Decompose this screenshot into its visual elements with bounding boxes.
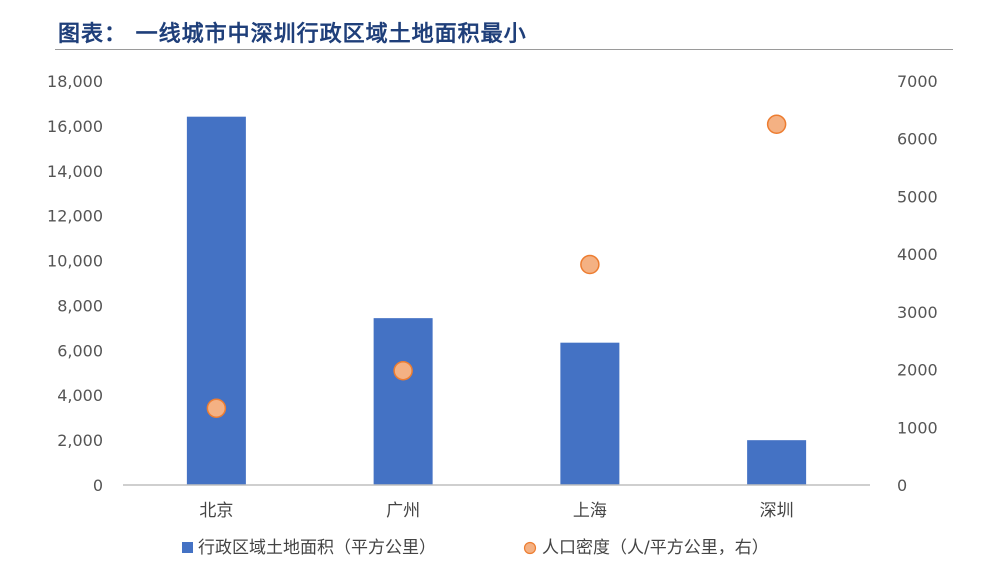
right-y-axis: 0 1000 2000 3000 4000 5000 6000 7000 xyxy=(897,72,938,495)
left-tick-label: 18,000 xyxy=(47,72,103,91)
bar-北京 xyxy=(186,116,246,485)
right-tick-label: 7000 xyxy=(897,72,938,91)
scatter-series xyxy=(206,114,787,418)
legend-bar-swatch xyxy=(182,542,193,553)
legend-bar-label: 行政区域土地面积（平方公里） xyxy=(198,538,436,558)
right-tick-label: 1000 xyxy=(897,418,938,437)
legend-dot-label: 人口密度（人/平方公里，右） xyxy=(542,538,769,558)
left-tick-label: 8,000 xyxy=(57,296,103,315)
left-tick-label: 10,000 xyxy=(47,252,103,271)
point-北京 xyxy=(206,398,227,418)
right-tick-label: 0 xyxy=(897,476,907,495)
left-tick-label: 6,000 xyxy=(57,341,103,360)
point-深圳 xyxy=(766,114,787,135)
right-tick-label: 2000 xyxy=(897,361,938,380)
chart-title: 图表： 一线城市中深圳行政区域土地面积最小 xyxy=(58,22,527,47)
left-tick-label: 14,000 xyxy=(47,162,103,181)
right-tick-label: 6000 xyxy=(897,130,938,149)
category-label: 广州 xyxy=(386,501,420,521)
right-tick-label: 4000 xyxy=(897,245,938,264)
legend: 行政区域土地面积（平方公里） 人口密度（人/平方公里，右） xyxy=(182,538,769,558)
bar-上海 xyxy=(560,342,620,485)
left-y-axis: 0 2,000 4,000 6,000 8,000 10,000 12,000 14,000 1… xyxy=(47,72,103,495)
right-tick-label: 5000 xyxy=(897,187,938,206)
legend-dot-swatch xyxy=(523,541,537,555)
category-label: 上海 xyxy=(573,501,607,521)
point-广州 xyxy=(393,360,413,381)
left-tick-label: 0 xyxy=(93,476,103,495)
left-tick-label: 2,000 xyxy=(57,431,103,450)
bar-series xyxy=(186,116,807,485)
category-label: 北京 xyxy=(199,501,233,521)
left-tick-label: 4,000 xyxy=(57,386,103,405)
bar-广州 xyxy=(373,318,433,485)
title-divider xyxy=(55,49,953,50)
left-tick-label: 16,000 xyxy=(47,117,103,136)
left-tick-label: 12,000 xyxy=(47,207,103,226)
category-labels: 北京 广州 上海 深圳 xyxy=(199,501,793,521)
point-上海 xyxy=(580,254,600,275)
right-tick-label: 3000 xyxy=(897,303,938,322)
bar-深圳 xyxy=(747,440,807,485)
category-label: 深圳 xyxy=(760,501,794,521)
